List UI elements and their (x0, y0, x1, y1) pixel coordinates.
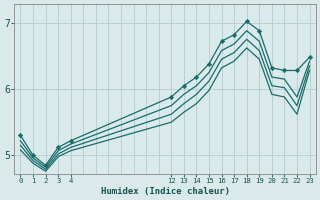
X-axis label: Humidex (Indice chaleur): Humidex (Indice chaleur) (100, 187, 229, 196)
